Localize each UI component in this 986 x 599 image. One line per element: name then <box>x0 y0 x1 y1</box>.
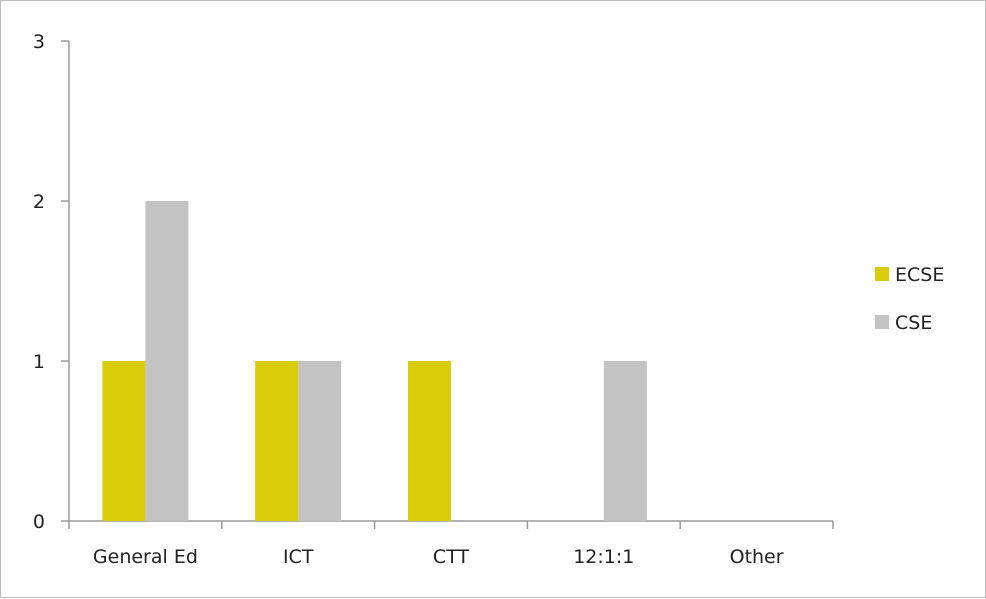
bar-ecse-ict <box>255 361 299 521</box>
bars <box>102 201 647 521</box>
x-tick-label: Other <box>730 546 784 568</box>
y-tick-label: 0 <box>33 511 45 533</box>
legend-swatch-ecse <box>875 267 889 281</box>
y-tick-label: 2 <box>33 191 45 213</box>
x-tick-label: CTT <box>433 546 470 568</box>
x-tick-label: 12:1:1 <box>573 546 634 568</box>
bar-cse-general-ed <box>145 201 189 521</box>
y-tick-labels: 0 1 2 3 <box>33 31 45 533</box>
legend-label-cse: CSE <box>895 312 932 334</box>
legend: ECSE CSE <box>875 264 944 334</box>
x-tick-label: General Ed <box>93 546 198 568</box>
x-tick-label: ICT <box>283 546 314 568</box>
bar-cse-ict <box>298 361 342 521</box>
legend-swatch-cse <box>875 315 889 329</box>
y-tick-label: 1 <box>33 351 45 373</box>
legend-label-ecse: ECSE <box>895 264 944 286</box>
y-tick-label: 3 <box>33 31 45 53</box>
bar-ecse-ctt <box>408 361 451 521</box>
bar-cse-12-1-1 <box>603 361 647 521</box>
bar-ecse-general-ed <box>102 361 146 521</box>
x-tick-labels: General Ed ICT CTT 12:1:1 Other <box>93 546 784 568</box>
